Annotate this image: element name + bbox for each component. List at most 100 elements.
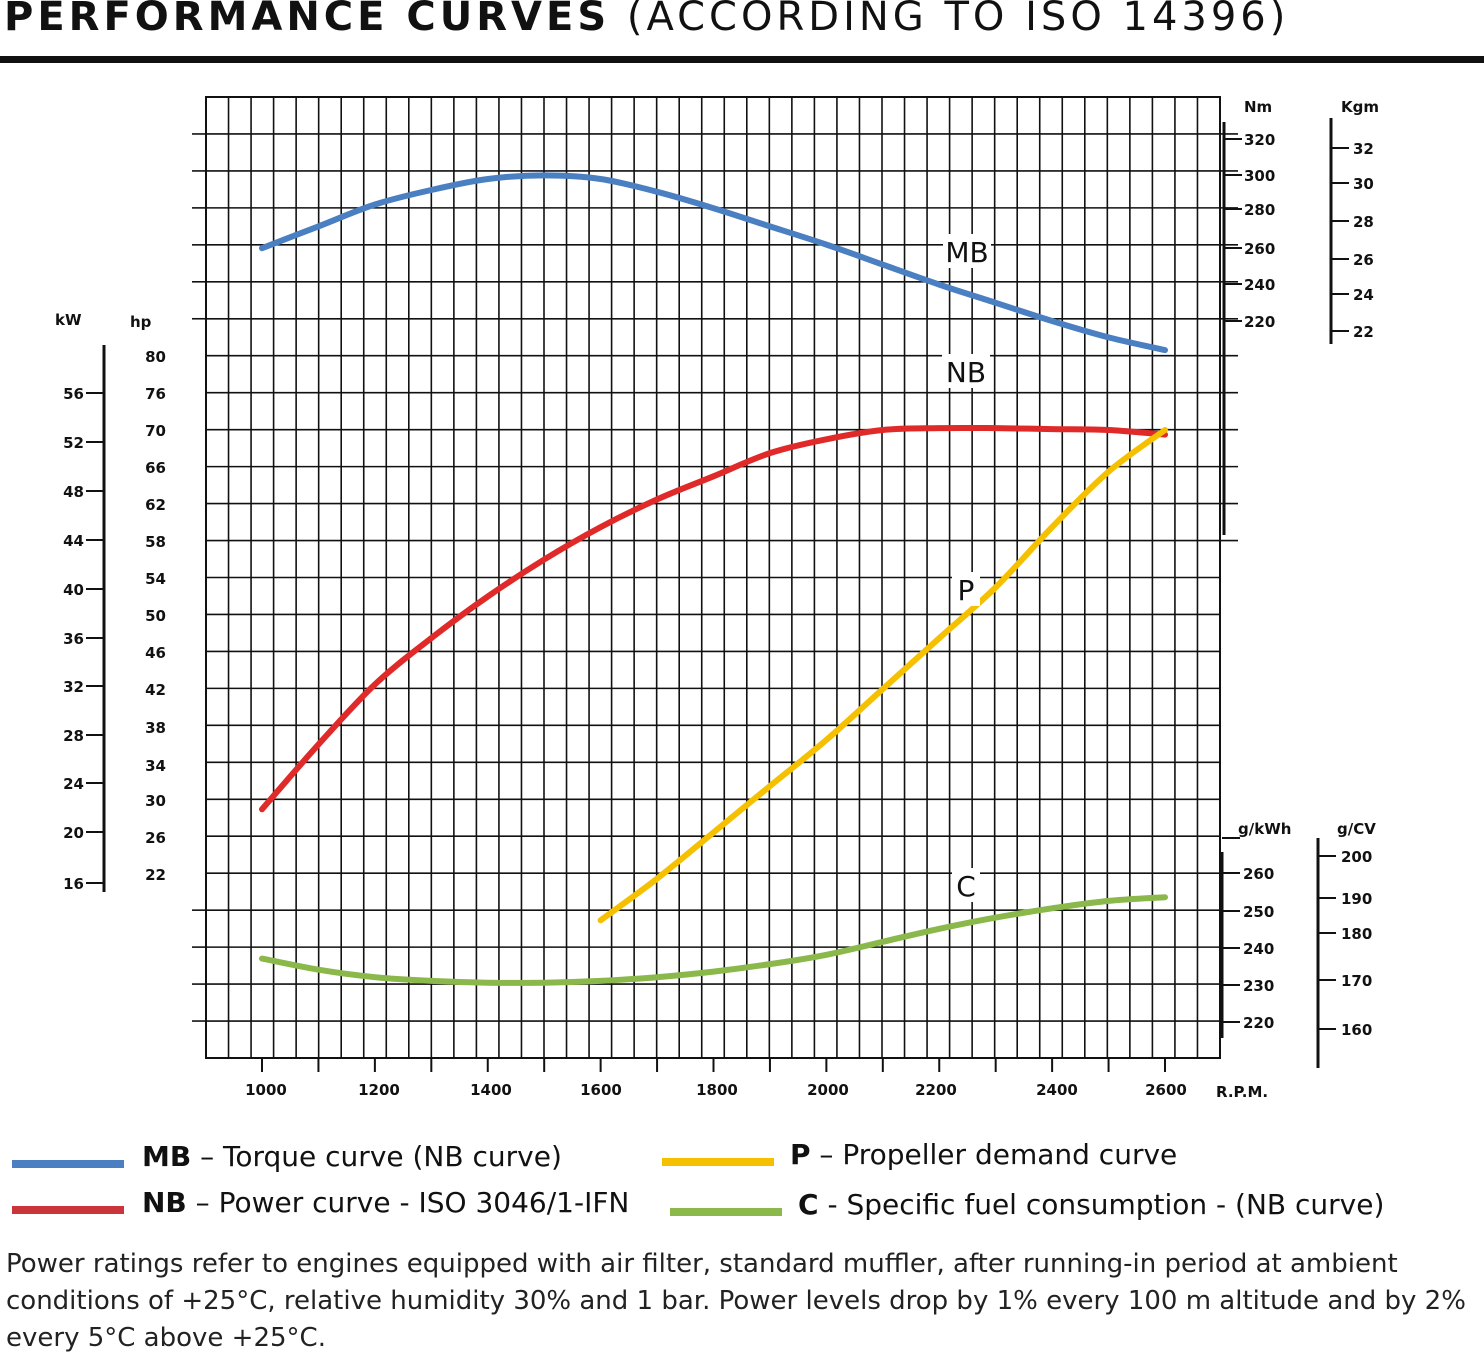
tick-label-sfc_gcv: 190 xyxy=(1341,890,1372,908)
axis-unit-power_hp: hp xyxy=(130,313,152,331)
tick-label-torque_nm: 300 xyxy=(1244,167,1275,185)
tick-label-power_kw: 28 xyxy=(63,727,84,745)
legend-swatch-p xyxy=(662,1158,774,1166)
chart-curves xyxy=(259,172,1168,986)
x-tick-label: 1600 xyxy=(580,1081,622,1099)
tick-label-power_hp: 58 xyxy=(145,533,166,551)
tick-label-sfc_gkwh: 230 xyxy=(1243,977,1274,995)
x-tick-label: 1000 xyxy=(245,1081,287,1099)
tick-label-power_hp: 76 xyxy=(145,385,166,403)
x-tick-label: 1800 xyxy=(696,1081,738,1099)
curve-nb xyxy=(259,424,1168,813)
tick-label-torque_nm: 240 xyxy=(1244,276,1275,294)
legend: MB – Torque curve (NB curve) NB – Power … xyxy=(0,1130,1484,1230)
performance-chart: kW 56 52 48 44 40 36 32 28 24 20 16 hp 80 76 70 66 62 58 54… xyxy=(55,96,1379,1101)
tick-label-power_hp: 22 xyxy=(145,866,166,884)
tick-label-power_hp: 34 xyxy=(145,757,166,775)
curve-c xyxy=(259,894,1168,986)
tick-label-torque_nm: 320 xyxy=(1244,131,1275,149)
curve-label-bg xyxy=(943,234,991,268)
legend-text-nb: – Power curve - ISO 3046/1-IFN xyxy=(186,1186,630,1219)
curve-mb xyxy=(259,172,1168,354)
tick-label-torque_kgm: 32 xyxy=(1353,140,1374,158)
tick-label-power_hp: 62 xyxy=(145,496,166,514)
tick-label-power_hp: 26 xyxy=(145,829,166,847)
tick-label-power_kw: 32 xyxy=(63,678,84,696)
title-main: PERFORMANCE CURVES xyxy=(4,0,611,40)
legend-text-p: – Propeller demand curve xyxy=(810,1138,1178,1171)
tick-label-sfc_gkwh: 260 xyxy=(1243,865,1274,883)
tick-label-power_kw: 36 xyxy=(63,630,84,648)
footnote: Power ratings refer to engines equipped … xyxy=(6,1249,1466,1353)
tick-label-sfc_gcv: 170 xyxy=(1341,972,1372,990)
tick-label-sfc_gkwh: 250 xyxy=(1243,903,1274,921)
curve-label-nb: NB xyxy=(946,356,986,389)
tick-label-torque_kgm: 30 xyxy=(1353,175,1374,193)
title-sub: (ACCORDING TO ISO 14396) xyxy=(626,0,1290,40)
tick-label-torque_kgm: 26 xyxy=(1353,251,1374,269)
tick-label-power_kw: 24 xyxy=(63,775,84,793)
x-tick-label: 2600 xyxy=(1145,1081,1187,1099)
tick-label-torque_kgm: 28 xyxy=(1353,213,1374,231)
tick-label-torque_kgm: 24 xyxy=(1353,286,1374,304)
legend-code-c: C xyxy=(798,1188,819,1221)
legend-code-p: P xyxy=(790,1138,811,1171)
chart-grid xyxy=(192,96,1238,1072)
tick-label-power_hp: 50 xyxy=(145,607,166,625)
legend-text-mb: – Torque curve (NB curve) xyxy=(191,1140,562,1173)
x-tick-label: 2400 xyxy=(1036,1081,1078,1099)
header: PERFORMANCE CURVES (ACCORDING TO ISO 143… xyxy=(0,0,1484,64)
legend-swatch-c xyxy=(670,1208,782,1216)
axis-unit-sfc_gcv: g/CV xyxy=(1337,820,1376,838)
curve-label-bg xyxy=(952,868,980,902)
tick-label-torque_nm: 220 xyxy=(1244,313,1275,331)
tick-label-power_kw: 16 xyxy=(63,875,84,893)
curve-label-bg xyxy=(942,354,990,388)
tick-label-power_kw: 48 xyxy=(63,483,84,501)
legend-swatch-mb xyxy=(12,1160,124,1168)
tick-label-power_hp: 54 xyxy=(145,570,166,588)
x-tick-label: 2200 xyxy=(915,1081,957,1099)
x-tick-label: 1400 xyxy=(470,1081,512,1099)
tick-label-power_kw: 20 xyxy=(63,824,84,842)
axis-unit-torque_kgm: Kgm xyxy=(1341,98,1379,116)
curve-p xyxy=(597,427,1168,924)
tick-label-sfc_gcv: 180 xyxy=(1341,925,1372,943)
tick-label-power_hp: 66 xyxy=(145,459,166,477)
legend-code-nb: NB xyxy=(142,1186,187,1219)
tick-label-power_hp: 30 xyxy=(145,792,166,810)
axis-unit-power_kw: kW xyxy=(55,311,82,329)
tick-label-torque_nm: 280 xyxy=(1244,201,1275,219)
legend-swatch-nb xyxy=(12,1206,124,1214)
tick-label-sfc_gcv: 200 xyxy=(1341,848,1372,866)
curve-label-p: P xyxy=(958,574,975,607)
tick-label-power_hp: 42 xyxy=(145,681,166,699)
curve-label-mb: MB xyxy=(945,236,988,269)
legend-code-mb: MB xyxy=(142,1140,192,1173)
tick-label-power_hp: 80 xyxy=(145,348,166,366)
tick-label-power_hp: 70 xyxy=(145,422,166,440)
curve-label-c: C xyxy=(956,870,976,903)
x-tick-label: 2000 xyxy=(807,1081,849,1099)
title-rule xyxy=(0,56,1484,63)
legend-text-c: - Specific fuel consumption - (NB curve) xyxy=(818,1188,1385,1221)
chart-axes: kW 56 52 48 44 40 36 32 28 24 20 16 hp 80 76 70 66 62 58 54… xyxy=(55,98,1379,1101)
x-axis-label: R.P.M. xyxy=(1216,1083,1268,1101)
tick-label-sfc_gcv: 160 xyxy=(1341,1021,1372,1039)
tick-label-power_kw: 40 xyxy=(63,581,84,599)
tick-label-sfc_gkwh: 240 xyxy=(1243,940,1274,958)
page-title: PERFORMANCE CURVES (ACCORDING TO ISO 143… xyxy=(4,0,1289,40)
tick-label-sfc_gkwh: 220 xyxy=(1243,1014,1274,1032)
tick-label-torque_nm: 260 xyxy=(1244,240,1275,258)
x-tick-label: 1200 xyxy=(358,1081,400,1099)
tick-label-power_hp: 38 xyxy=(145,719,166,737)
axis-unit-torque_nm: Nm xyxy=(1244,98,1272,116)
curve-label-bg xyxy=(952,572,980,606)
tick-label-torque_kgm: 22 xyxy=(1353,323,1374,341)
axis-unit-sfc_gkwh: g/kWh xyxy=(1238,820,1291,838)
curve-labels: MB NB P C xyxy=(942,234,991,903)
tick-label-power_hp: 46 xyxy=(145,644,166,662)
tick-label-power_kw: 44 xyxy=(63,532,84,550)
tick-label-power_kw: 52 xyxy=(63,434,84,452)
tick-label-power_kw: 56 xyxy=(63,385,84,403)
